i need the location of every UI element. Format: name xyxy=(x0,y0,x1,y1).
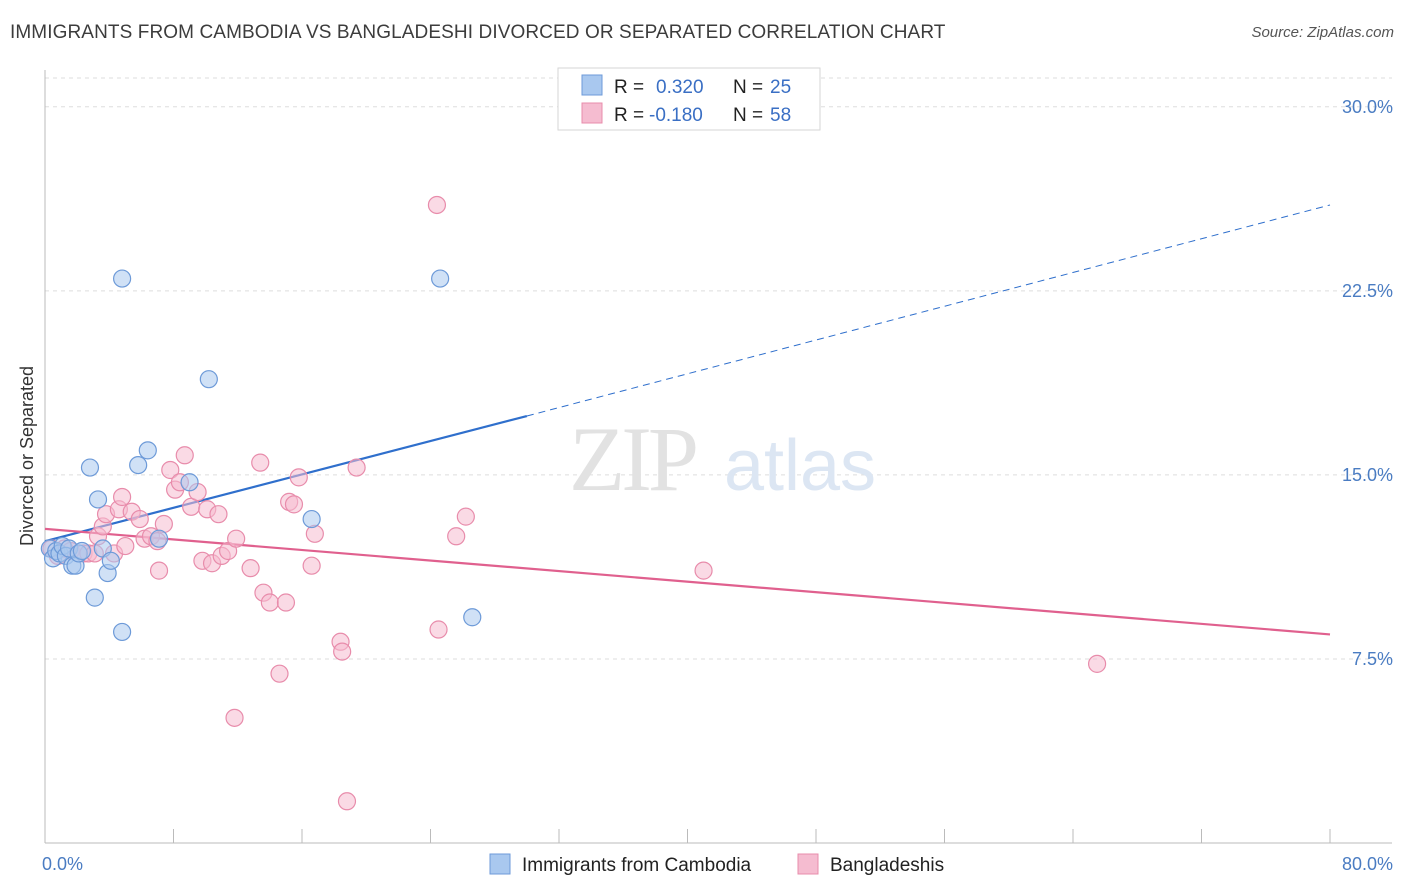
legend-n-value-1: 25 xyxy=(770,77,791,98)
point-bangladeshi xyxy=(251,453,270,472)
legend-box: R = 0.320 N = 25 R = -0.180 N = 58 xyxy=(557,67,821,131)
point-cambodia xyxy=(138,441,157,460)
legend-r-label-2: R = xyxy=(614,105,644,126)
point-bangladeshi xyxy=(241,559,260,578)
legend-n-label-1: N = xyxy=(733,77,763,98)
series-legend: Immigrants from Cambodia Bangladeshis xyxy=(489,853,944,876)
trend-line-cambodia xyxy=(44,414,528,543)
tick-labels: 7.5% 15.0% 22.5% 30.0% 0.0% 80.0% xyxy=(42,97,1393,874)
y-axis-label: Divorced or Separated xyxy=(17,366,37,546)
point-bangladeshi xyxy=(227,529,246,548)
legend-r-value-1: 0.320 xyxy=(656,77,704,98)
point-bangladeshi xyxy=(289,468,308,487)
point-bangladeshi xyxy=(1087,654,1107,673)
point-bangladeshi xyxy=(260,593,279,612)
point-bangladeshi xyxy=(209,505,228,524)
point-cambodia xyxy=(180,473,199,492)
point-bangladeshi xyxy=(112,487,132,507)
point-bangladeshi xyxy=(276,593,296,612)
point-cambodia xyxy=(112,622,132,642)
series-legend-cambodia: Immigrants from Cambodia xyxy=(522,855,752,876)
y-tick-label: 7.5% xyxy=(1352,649,1393,669)
point-bangladeshi xyxy=(694,561,713,580)
point-bangladeshi xyxy=(333,642,352,661)
point-bangladeshi xyxy=(429,620,448,639)
legend-swatch-cambodia xyxy=(581,74,603,96)
point-cambodia xyxy=(302,509,321,529)
y-tick-label: 22.5% xyxy=(1342,281,1393,301)
point-cambodia xyxy=(88,490,108,509)
point-cambodia xyxy=(463,608,482,627)
point-cambodia xyxy=(149,529,169,548)
point-bangladeshi xyxy=(130,509,149,529)
point-bangladeshi xyxy=(427,195,447,215)
point-cambodia xyxy=(101,551,120,570)
watermark-atlas: atlas xyxy=(724,426,876,506)
y-tick-label: 30.0% xyxy=(1342,97,1393,117)
scatter-points xyxy=(40,195,1107,811)
trend-lines xyxy=(44,204,1331,636)
point-cambodia xyxy=(199,370,218,389)
point-bangladeshi xyxy=(305,524,324,543)
trend-line-bangladeshi xyxy=(44,527,1331,636)
point-bangladeshi xyxy=(456,507,475,526)
point-bangladeshi xyxy=(347,458,366,477)
point-cambodia xyxy=(112,269,132,288)
point-cambodia xyxy=(72,541,92,561)
legend-swatch-bangladeshi xyxy=(581,102,603,124)
y-tick-label: 15.0% xyxy=(1342,465,1393,485)
point-bangladeshi xyxy=(175,446,194,465)
watermark-zip: ZIP xyxy=(569,408,696,510)
point-bangladeshi xyxy=(447,527,466,546)
chart-title: IMMIGRANTS FROM CAMBODIA VS BANGLADESHI … xyxy=(10,22,946,43)
series-legend-swatch-bangladeshi xyxy=(797,853,819,875)
series-legend-bangladeshi: Bangladeshis xyxy=(830,855,944,876)
trend-line-cambodia-extension xyxy=(526,204,1331,417)
x-tick-label: 80.0% xyxy=(1342,854,1393,874)
point-bangladeshi xyxy=(161,460,180,480)
point-bangladeshi xyxy=(270,664,289,683)
series-legend-swatch-cambodia xyxy=(489,853,511,875)
point-cambodia xyxy=(129,455,148,475)
point-bangladeshi xyxy=(337,792,357,811)
legend-n-value-2: 58 xyxy=(770,105,791,126)
point-cambodia xyxy=(85,588,104,607)
point-bangladeshi xyxy=(225,708,244,727)
source-label: Source: ZipAtlas.com xyxy=(1251,24,1394,41)
point-bangladeshi xyxy=(116,536,135,556)
point-bangladeshi xyxy=(284,495,304,514)
x-tick-label: 0.0% xyxy=(42,854,83,874)
point-bangladeshi xyxy=(302,556,321,575)
legend-r-label-1: R = xyxy=(614,77,644,98)
point-cambodia xyxy=(431,269,450,288)
axes xyxy=(44,70,1392,844)
point-bangladeshi xyxy=(149,561,169,580)
point-cambodia xyxy=(80,458,100,477)
legend-n-label-2: N = xyxy=(733,105,763,126)
legend-r-value-2: -0.180 xyxy=(649,105,703,126)
